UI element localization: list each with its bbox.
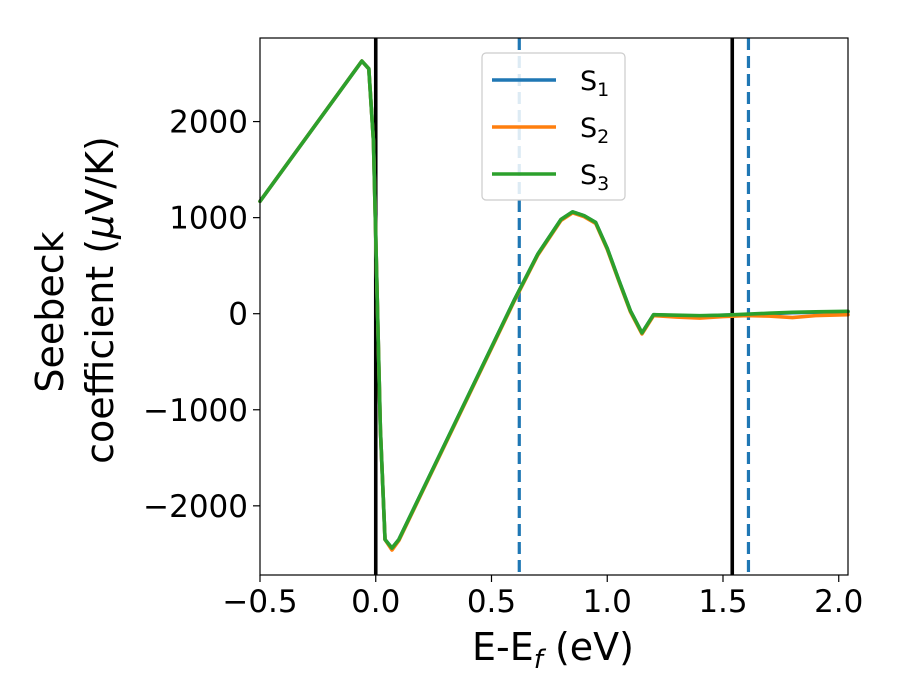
x-tick-label: −0.5 (222, 584, 297, 620)
x-tick-label: 2.0 (814, 584, 863, 620)
series-line-s3 (258, 59, 850, 550)
y-axis-label-line2: coefficient (μV/K) (78, 136, 122, 464)
y-tick-label: 0 (228, 297, 248, 333)
y-tick-label: −1000 (143, 393, 248, 429)
x-tick-label: 1.5 (698, 584, 747, 620)
y-tick-label: −2000 (143, 489, 248, 525)
x-axis-ticks: −0.5 0.0 0.5 1.0 1.5 2.0 (222, 575, 863, 620)
x-axis-label: E-Ef (eV) (472, 625, 634, 675)
x-tick-label: 0.5 (467, 584, 516, 620)
y-axis-label: Seebeck coefficient (μV/K) (28, 136, 122, 464)
legend-label-s3: S3 (580, 160, 609, 195)
y-axis-ticks: −2000 −1000 0 1000 2000 (143, 105, 260, 525)
x-tick-label: 0.0 (351, 584, 400, 620)
legend-label-s1: S1 (580, 66, 609, 101)
series-lines (258, 59, 850, 552)
legend-entries: S1 S2 S3 (492, 66, 609, 195)
y-axis-label-line1: Seebeck (28, 231, 72, 392)
y-tick-label: 2000 (169, 105, 248, 141)
x-tick-label: 1.0 (583, 584, 632, 620)
plot-frame (259, 37, 849, 576)
legend-label-s2: S2 (580, 113, 609, 148)
legend: S1 S2 S3 (481, 52, 626, 201)
y-tick-label: 1000 (169, 201, 248, 237)
